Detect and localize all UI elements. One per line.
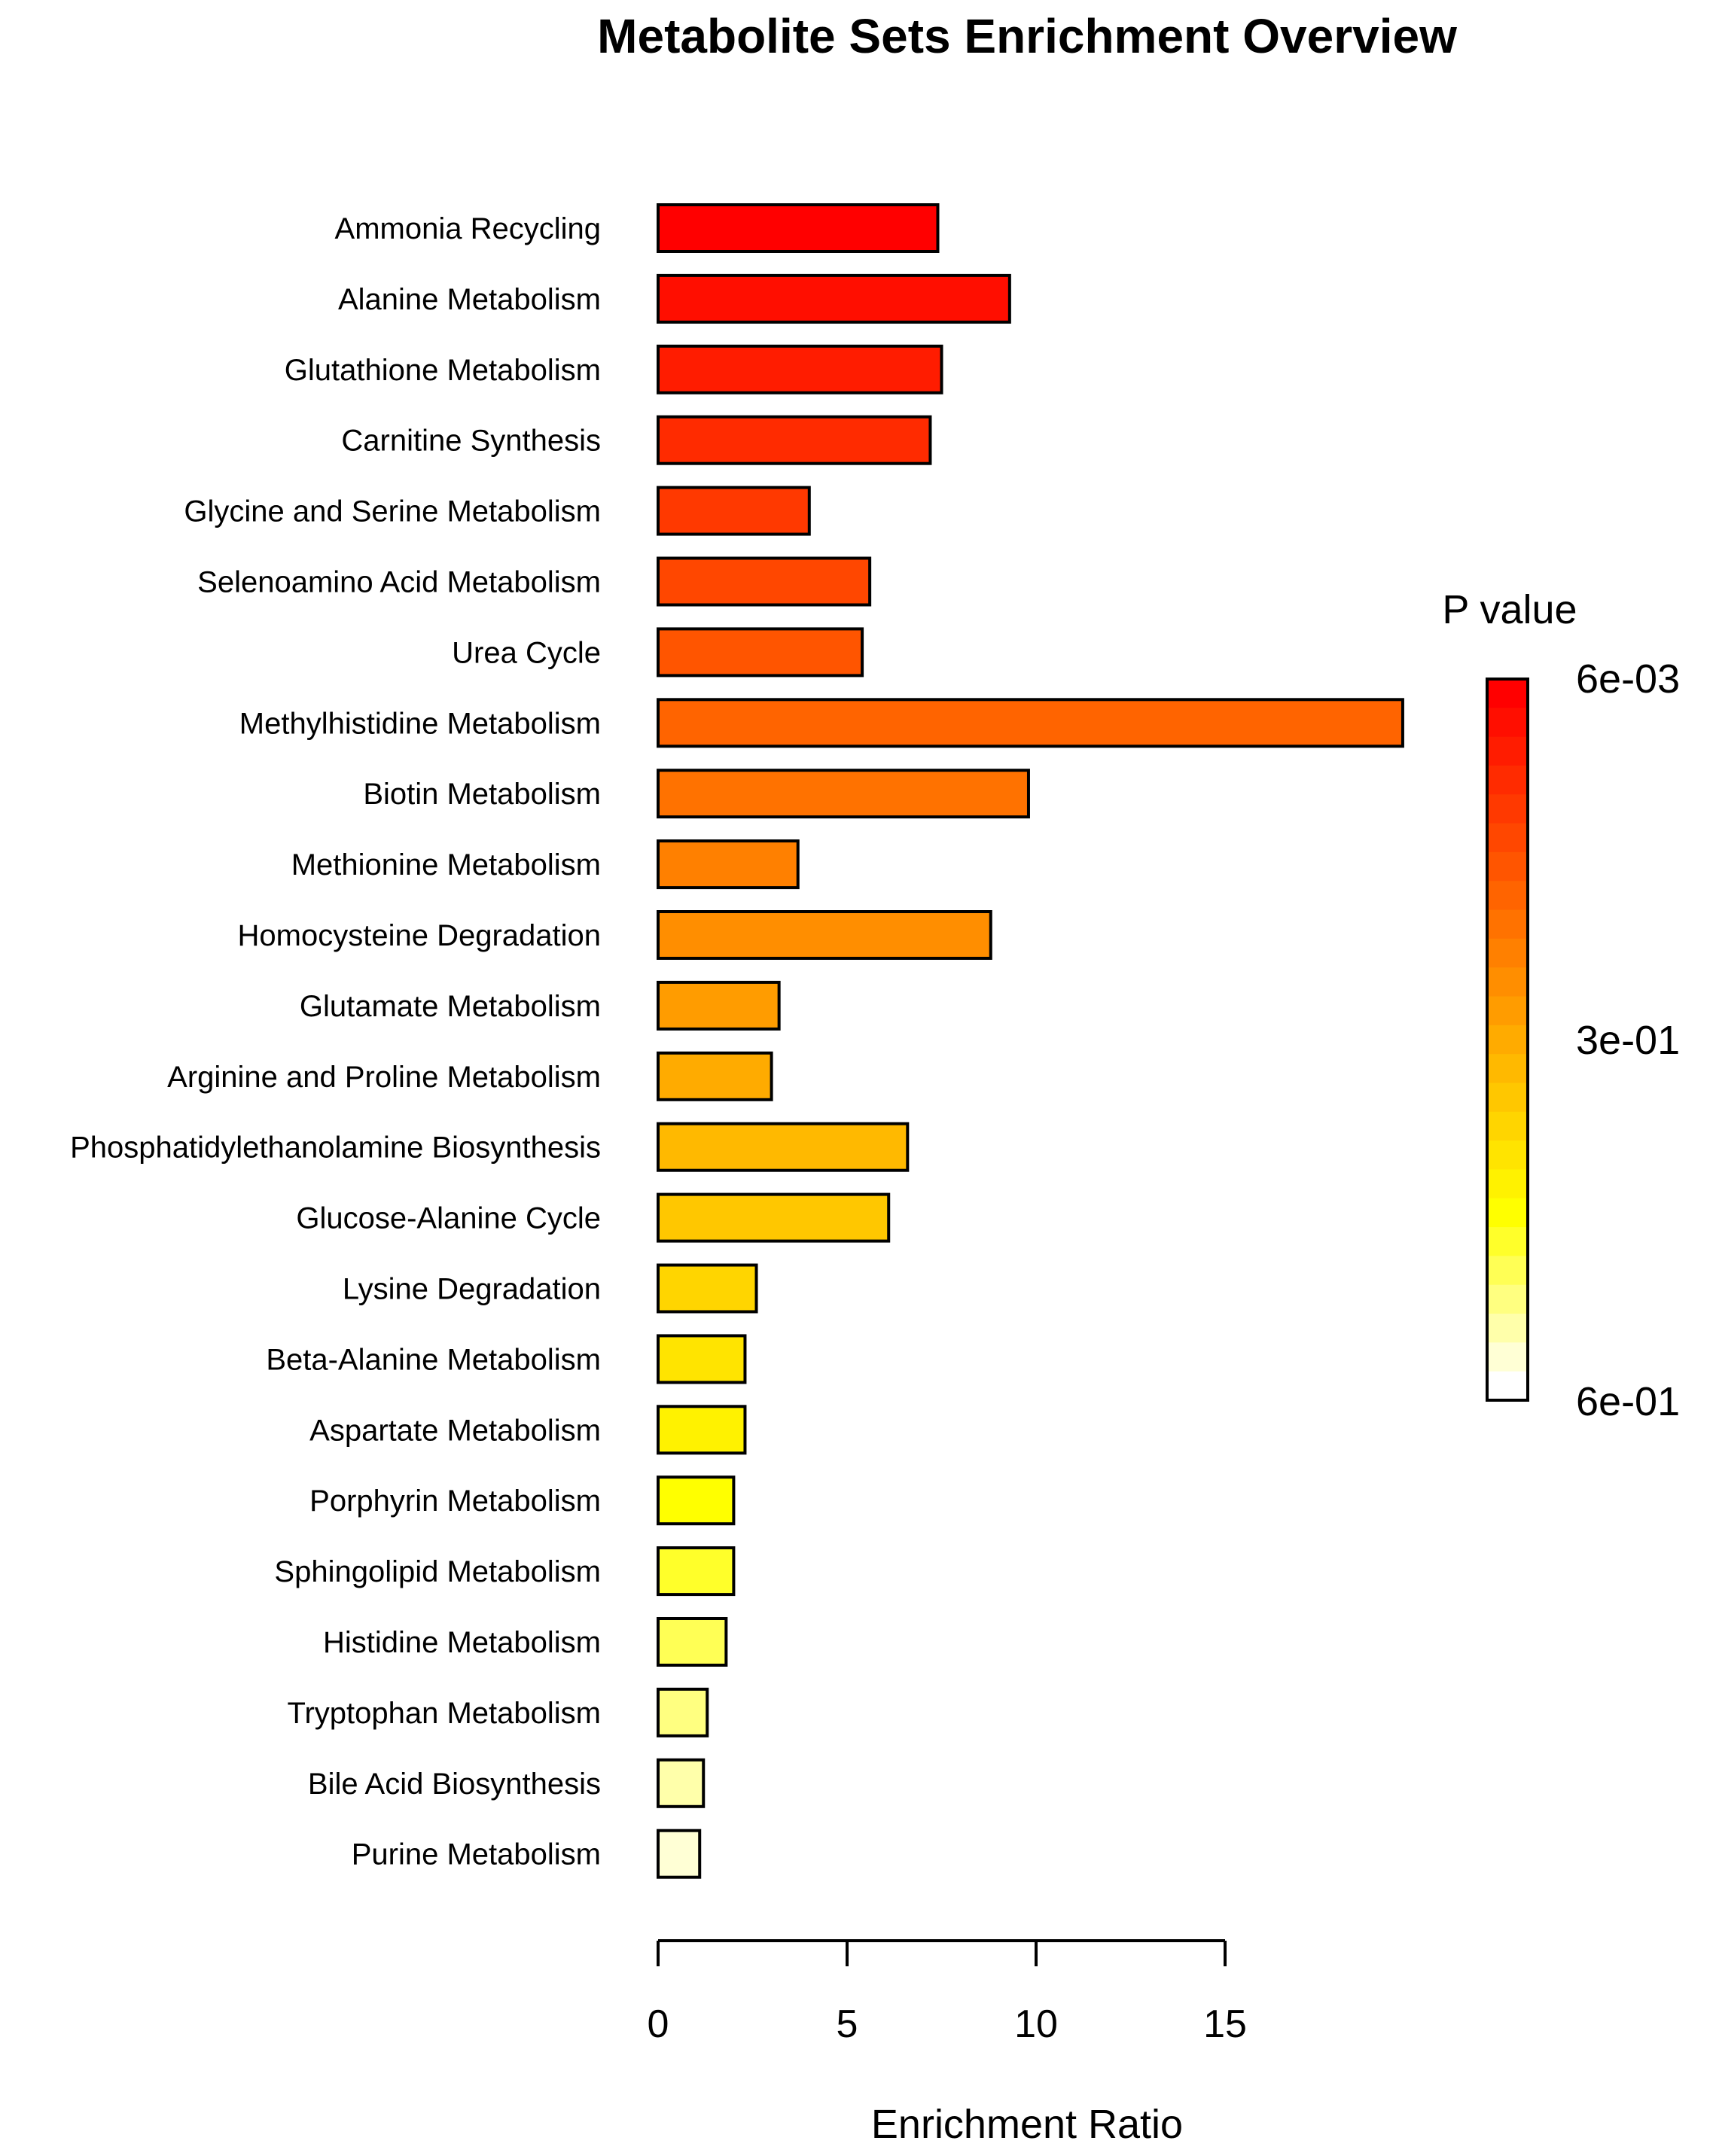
bars-layer	[657, 203, 1404, 1879]
bar-carnitine-synthesis	[657, 415, 932, 465]
bar-bile-acid-biosynthesis	[657, 1758, 706, 1808]
x-tick-label-15: 15	[1203, 2002, 1247, 2046]
chart-title: Metabolite Sets Enrichment Overview	[597, 9, 1457, 63]
legend-swatch	[1487, 736, 1528, 766]
legend-frame	[1486, 678, 1529, 1402]
category-label-glutamate-metabolism: Glutamate Metabolism	[300, 990, 601, 1023]
x-tick-label-10: 10	[1014, 2002, 1058, 2046]
legend-swatch	[1487, 967, 1528, 997]
legend-label-3e-01: 3e-01	[1576, 1018, 1680, 1063]
legend-swatch	[1487, 765, 1528, 795]
legend-swatch	[1487, 881, 1528, 911]
bar-lysine-degradation	[657, 1263, 758, 1314]
category-label-glycine-and-serine-metabolism: Glycine and Serine Metabolism	[184, 495, 601, 528]
category-label-purine-metabolism: Purine Metabolism	[352, 1838, 601, 1871]
legend-swatch	[1487, 794, 1528, 824]
category-label-ammonia-recycling: Ammonia Recycling	[335, 212, 601, 245]
category-label-sphingolipid-metabolism: Sphingolipid Metabolism	[274, 1555, 601, 1588]
legend-swatch	[1487, 1140, 1528, 1171]
category-label-bile-acid-biosynthesis: Bile Acid Biosynthesis	[308, 1768, 601, 1801]
legend-swatch	[1487, 1169, 1528, 1199]
category-label-homocysteine-degradation: Homocysteine Degradation	[238, 919, 601, 952]
category-label-alanine-metabolism: Alanine Metabolism	[338, 283, 601, 316]
legend-label-6e-03: 6e-03	[1576, 656, 1680, 702]
bar-histidine-metabolism	[657, 1617, 728, 1667]
legend-label-6e-01: 6e-01	[1576, 1379, 1680, 1424]
category-label-urea-cycle: Urea Cycle	[452, 636, 601, 669]
bar-biotin-metabolism	[657, 769, 1030, 819]
bar-tryptophan-metabolism	[657, 1687, 709, 1737]
bar-ammonia-recycling	[657, 203, 940, 253]
category-label-carnitine-synthesis: Carnitine Synthesis	[341, 425, 601, 458]
bar-arginine-and-proline-metabolism	[657, 1051, 773, 1101]
legend-swatch	[1487, 938, 1528, 968]
legend-swatch	[1487, 996, 1528, 1026]
bar-glutamate-metabolism	[657, 980, 781, 1031]
bar-glycine-and-serine-metabolism	[657, 486, 811, 536]
bar-beta-alanine-metabolism	[657, 1334, 747, 1384]
bar-alanine-metabolism	[657, 273, 1011, 324]
legend-swatch	[1487, 1314, 1528, 1343]
bar-methionine-metabolism	[657, 839, 800, 890]
category-label-biotin-metabolism: Biotin Metabolism	[363, 778, 601, 811]
bar-urea-cycle	[657, 627, 864, 678]
category-label-tryptophan-metabolism: Tryptophan Metabolism	[288, 1697, 601, 1730]
legend-swatch	[1487, 1371, 1528, 1401]
bar-porphyrin-metabolism	[657, 1475, 736, 1526]
legend-swatch	[1487, 1054, 1528, 1084]
category-label-glutathione-metabolism: Glutathione Metabolism	[285, 354, 601, 387]
category-label-beta-alanine-metabolism: Beta-Alanine Metabolism	[266, 1343, 601, 1376]
legend-swatch	[1487, 823, 1528, 853]
legend-swatch	[1487, 1256, 1528, 1286]
bar-aspartate-metabolism	[657, 1405, 747, 1455]
legend-swatch	[1487, 1198, 1528, 1228]
x-tick-label-0: 0	[648, 2002, 669, 2046]
category-label-aspartate-metabolism: Aspartate Metabolism	[309, 1414, 601, 1447]
x-axis: 0 5 10 15	[648, 1939, 1247, 2046]
bar-purine-metabolism	[657, 1829, 702, 1879]
x-axis-title: Enrichment Ratio	[871, 2102, 1183, 2147]
legend-swatch	[1487, 708, 1528, 738]
legend-swatch	[1487, 1025, 1528, 1055]
legend-swatch	[1487, 1083, 1528, 1113]
legend-swatch	[1487, 909, 1528, 939]
bar-glutathione-metabolism	[657, 344, 943, 394]
category-label-porphyrin-metabolism: Porphyrin Metabolism	[309, 1485, 601, 1518]
category-label-arginine-and-proline-metabolism: Arginine and Proline Metabolism	[167, 1061, 601, 1094]
bar-phosphatidylethanolamine-biosynthesis	[657, 1122, 910, 1172]
legend-swatch	[1487, 679, 1528, 708]
legend-title: P value	[1442, 587, 1577, 632]
category-label-lysine-degradation: Lysine Degradation	[343, 1273, 601, 1306]
category-label-histidine-metabolism: Histidine Metabolism	[323, 1626, 601, 1659]
legend-swatch	[1487, 1111, 1528, 1141]
category-label-methylhistidine-metabolism: Methylhistidine Metabolism	[239, 707, 601, 740]
bar-glucose-alanine-cycle	[657, 1192, 891, 1243]
category-label-methionine-metabolism: Methionine Metabolism	[291, 848, 601, 882]
category-label-selenoamino-acid-metabolism: Selenoamino Acid Metabolism	[197, 566, 601, 599]
bar-methylhistidine-metabolism	[657, 698, 1404, 748]
legend-swatch	[1487, 1227, 1528, 1256]
bar-homocysteine-degradation	[657, 910, 992, 960]
category-label-phosphatidylethanolamine-biosynthesis: Phosphatidylethanolamine Biosynthesis	[70, 1131, 601, 1165]
bar-sphingolipid-metabolism	[657, 1546, 736, 1597]
legend-swatch	[1487, 851, 1528, 882]
x-tick-label-5: 5	[837, 2002, 858, 2046]
bar-selenoamino-acid-metabolism	[657, 556, 872, 607]
legend-swatch	[1487, 1342, 1528, 1372]
p-value-legend: P value 6e-03 3e-01 6e-01	[1442, 587, 1680, 1424]
legend-swatch	[1487, 1284, 1528, 1314]
category-label-glucose-alanine-cycle: Glucose-Alanine Cycle	[296, 1202, 601, 1235]
category-labels: Ammonia Recycling Alanine Metabolism Gluta…	[70, 212, 601, 1871]
